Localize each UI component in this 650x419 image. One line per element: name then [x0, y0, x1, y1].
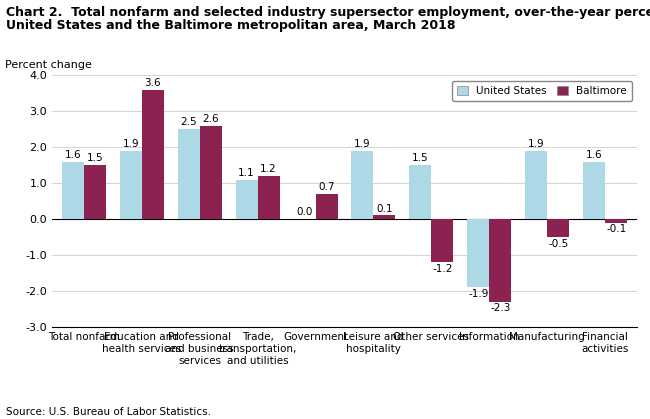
- Text: -1.2: -1.2: [432, 264, 452, 274]
- Bar: [235, 180, 257, 219]
- Text: -1.9: -1.9: [468, 289, 489, 299]
- Bar: [467, 219, 489, 287]
- Text: 1.2: 1.2: [260, 164, 277, 174]
- Bar: [525, 151, 547, 219]
- Text: 1.1: 1.1: [239, 168, 255, 178]
- Text: 1.9: 1.9: [354, 139, 370, 149]
- Text: 2.5: 2.5: [181, 117, 197, 127]
- Bar: [142, 90, 164, 219]
- Text: 1.9: 1.9: [528, 139, 545, 149]
- Text: 1.5: 1.5: [412, 153, 429, 163]
- Bar: [605, 219, 627, 222]
- Text: 0.0: 0.0: [296, 207, 313, 217]
- Bar: [257, 176, 280, 219]
- Bar: [200, 126, 222, 219]
- Legend: United States, Baltimore: United States, Baltimore: [452, 80, 632, 101]
- Bar: [120, 151, 142, 219]
- Bar: [489, 219, 512, 302]
- Text: 0.7: 0.7: [318, 182, 335, 192]
- Text: -0.1: -0.1: [606, 225, 626, 235]
- Text: 2.6: 2.6: [202, 114, 219, 124]
- Text: United States and the Baltimore metropolitan area, March 2018: United States and the Baltimore metropol…: [6, 19, 456, 32]
- Bar: [177, 129, 200, 219]
- Text: 1.6: 1.6: [64, 150, 81, 160]
- Bar: [432, 219, 454, 262]
- Bar: [410, 165, 432, 219]
- Text: 1.6: 1.6: [586, 150, 603, 160]
- Text: -0.5: -0.5: [548, 239, 568, 249]
- Bar: [547, 219, 569, 237]
- Text: 1.9: 1.9: [122, 139, 139, 149]
- Bar: [352, 151, 374, 219]
- Bar: [374, 215, 395, 219]
- Bar: [62, 162, 84, 219]
- Text: 1.5: 1.5: [86, 153, 103, 163]
- Bar: [583, 162, 605, 219]
- Bar: [84, 165, 106, 219]
- Text: Percent change: Percent change: [5, 60, 92, 70]
- Text: Chart 2.  Total nonfarm and selected industry supersector employment, over-the-y: Chart 2. Total nonfarm and selected indu…: [6, 6, 650, 19]
- Text: 3.6: 3.6: [144, 78, 161, 88]
- Bar: [315, 194, 337, 219]
- Text: Source: U.S. Bureau of Labor Statistics.: Source: U.S. Bureau of Labor Statistics.: [6, 407, 211, 417]
- Text: -2.3: -2.3: [490, 303, 510, 313]
- Text: 0.1: 0.1: [376, 204, 393, 214]
